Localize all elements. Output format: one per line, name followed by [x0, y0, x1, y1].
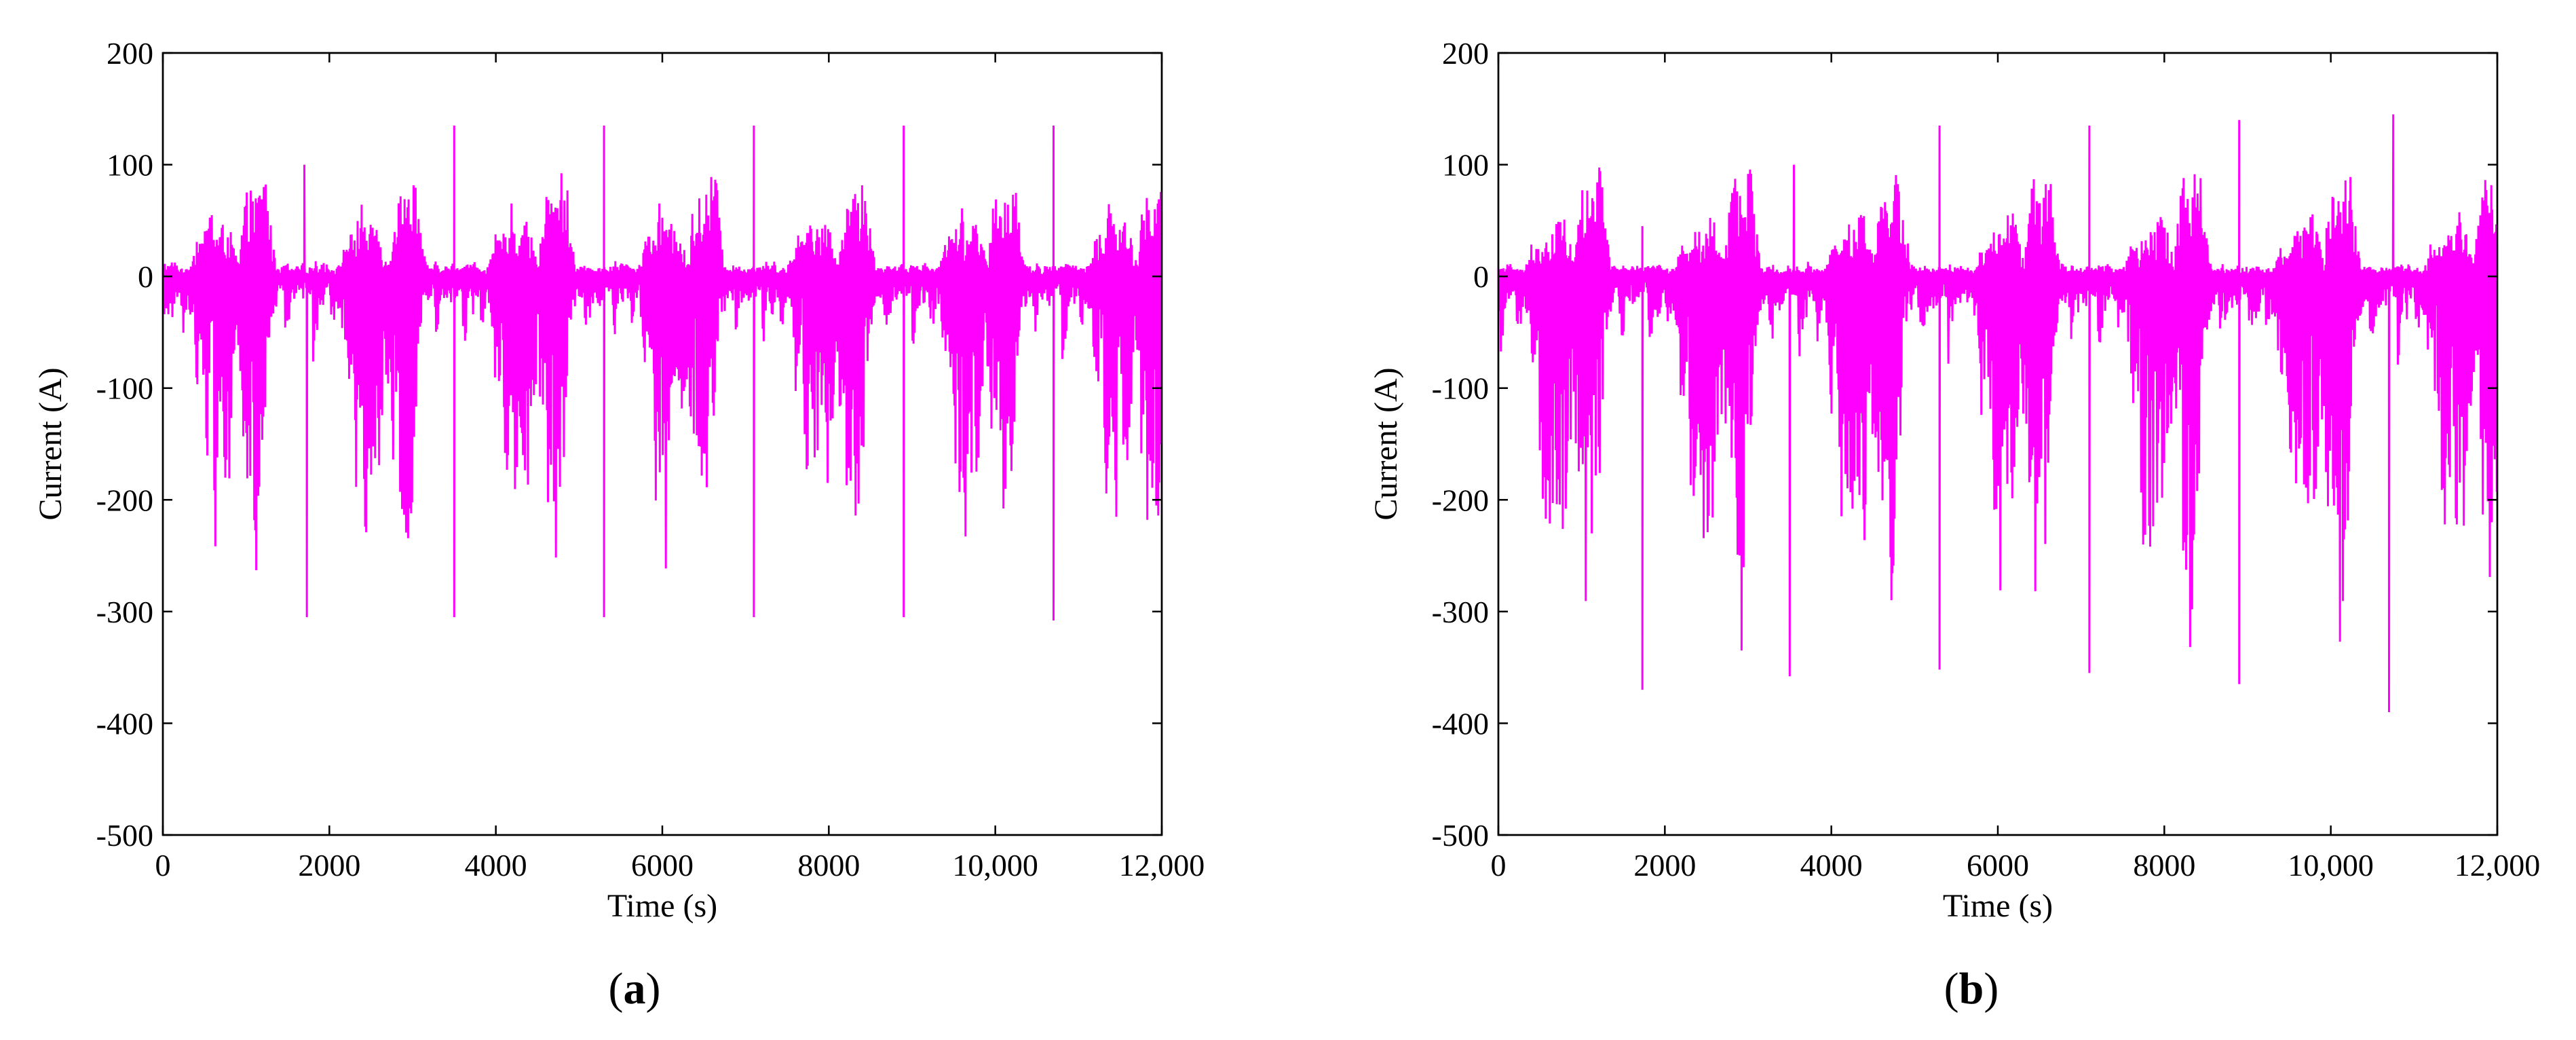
y-tick-label: -400 [1432, 706, 1489, 741]
current-series-line [162, 125, 1163, 621]
y-tick-label: -100 [96, 371, 153, 406]
y-tick-label: 0 [1473, 259, 1489, 294]
x-tick-label: 4000 [465, 848, 527, 883]
y-tick-label: -200 [1432, 483, 1489, 517]
current-series-line [1497, 114, 2499, 713]
y-tick-label: -300 [1432, 595, 1489, 629]
y-tick-label: 0 [138, 259, 153, 294]
y-tick-label: -100 [1432, 371, 1489, 406]
x-tick-label: 6000 [631, 848, 694, 883]
y-tick-label: 200 [1442, 36, 1489, 71]
y-axis-label: Current (A) [33, 367, 69, 520]
x-tick-label: 10,000 [952, 848, 1038, 883]
chart-panel-b: 0 2000 4000 6000 8000 10,000 12,000-500-400-30… [1368, 36, 2540, 1014]
y-tick-label: -500 [96, 818, 153, 853]
x-tick-label: 4000 [1800, 848, 1863, 883]
y-tick-label: -500 [1432, 818, 1489, 853]
y-axis-label: Current (A) [1368, 367, 1404, 520]
y-tick-label: -300 [96, 595, 153, 629]
x-tick-label: 10,000 [2288, 848, 2374, 883]
y-tick-label: 100 [1442, 148, 1489, 183]
x-tick-label: 2000 [298, 848, 360, 883]
x-tick-label: 8000 [797, 848, 860, 883]
x-axis-label: Time (s) [607, 888, 717, 924]
x-tick-label: 8000 [2133, 848, 2195, 883]
y-tick-label: -200 [96, 483, 153, 517]
chart-panel-a: 0 2000 4000 6000 8000 10,000 12,000-500-400-30… [33, 36, 1205, 1014]
panel-label: (a) [609, 964, 661, 1014]
x-axis-label: Time (s) [1943, 888, 2053, 924]
x-tick-label: 0 [155, 848, 171, 883]
x-tick-label: 6000 [1967, 848, 2029, 883]
panel-label: (b) [1944, 964, 1999, 1014]
y-tick-label: 100 [107, 148, 153, 183]
x-tick-label: 12,000 [2455, 848, 2541, 883]
x-tick-label: 2000 [1633, 848, 1696, 883]
x-tick-label: 12,000 [1119, 848, 1205, 883]
y-tick-label: -400 [96, 706, 153, 741]
y-tick-label: 200 [107, 36, 153, 71]
x-tick-label: 0 [1491, 848, 1507, 883]
